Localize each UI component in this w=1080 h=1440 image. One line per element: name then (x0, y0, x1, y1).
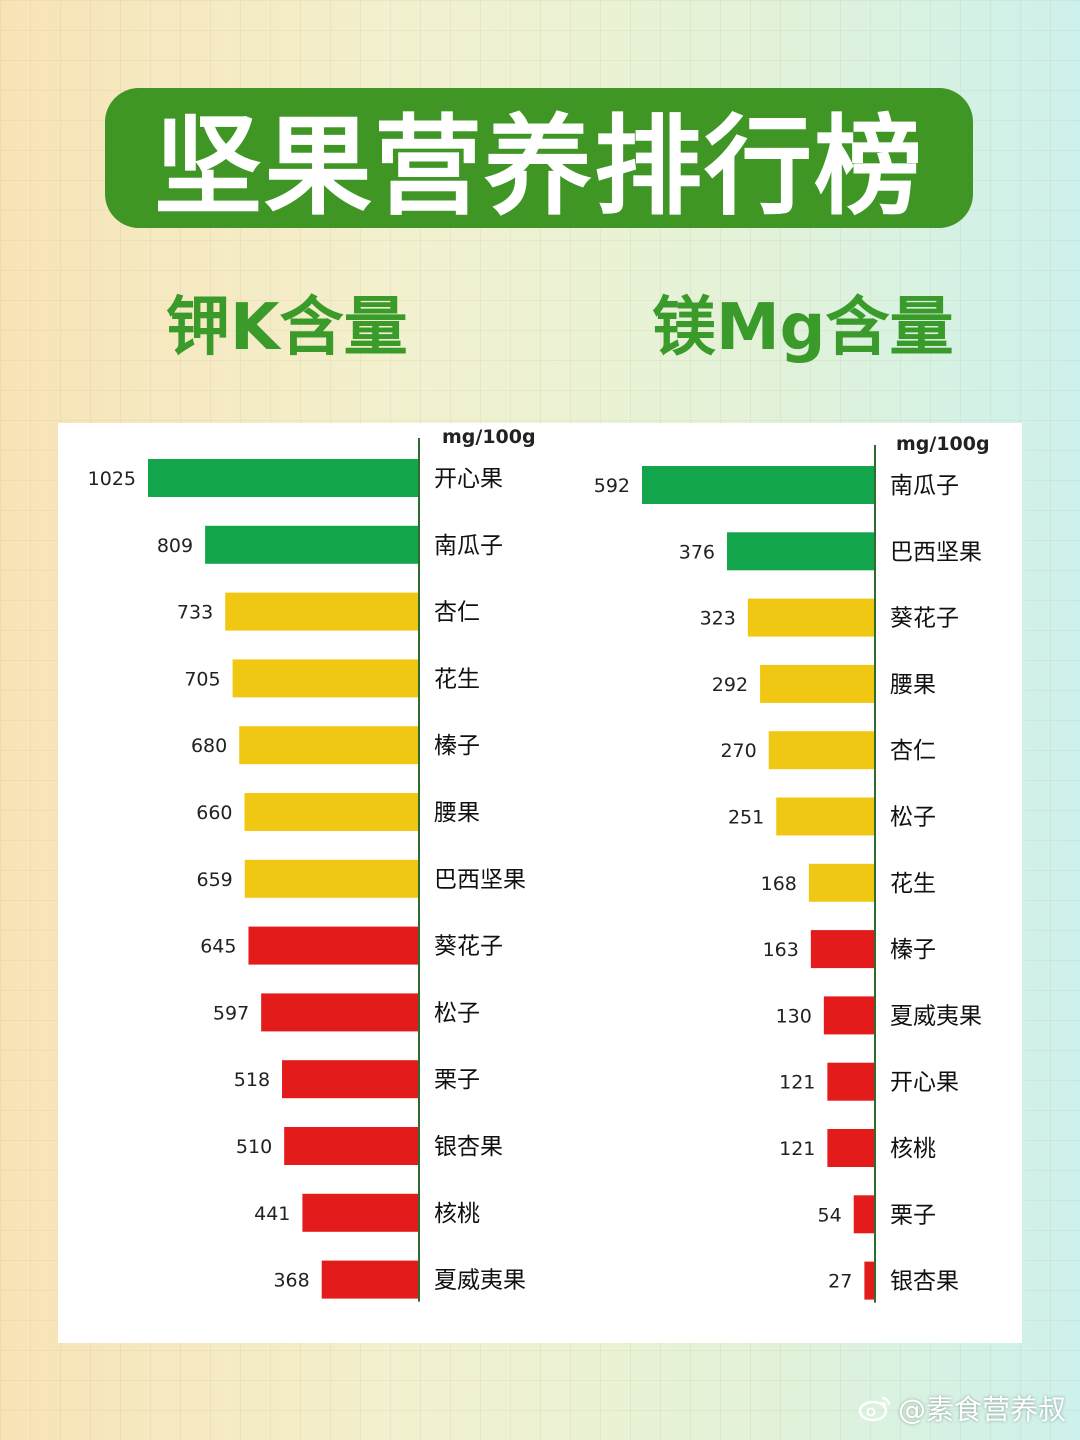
k-bar (244, 793, 419, 831)
k-bar (282, 1060, 419, 1099)
mg-bar (827, 1129, 875, 1167)
mg-category-label: 腰果 (890, 672, 936, 698)
k-value-label: 733 (177, 602, 213, 624)
mg-value-label: 27 (828, 1271, 852, 1293)
watermark-text: @素食营养叔 (897, 1393, 1066, 1426)
mg-bar (776, 797, 875, 836)
k-bar (284, 1127, 419, 1165)
mg-value-label: 54 (818, 1204, 842, 1226)
mg-value-label: 121 (779, 1072, 815, 1094)
k-category-label: 松子 (434, 1000, 480, 1026)
mg-value-label: 270 (720, 740, 756, 762)
k-bar (205, 525, 419, 564)
k-category-label: 葵花子 (434, 934, 503, 960)
k-bar (261, 993, 419, 1032)
k-value-label: 659 (197, 869, 233, 891)
mg-bar (768, 731, 875, 770)
mg-chart: mg/100g 592 南瓜子 376 巴西坚果 323 葵花子 292 腰果 270 杏仁 251 松… (594, 433, 990, 1303)
mg-category-label: 银杏果 (890, 1269, 959, 1295)
mg-bar (808, 863, 875, 902)
charts-svg: mg/100g 1025 开心果 809 南瓜子 733 杏仁 705 花生 680 榛子 660 腰果… (88, 426, 990, 1303)
k-category-label: 腰果 (434, 800, 480, 826)
mg-category-label: 开心果 (890, 1070, 959, 1096)
chart-card: mg/100g 1025 开心果 809 南瓜子 733 杏仁 705 花生 680 榛子 660 腰果… (58, 423, 1022, 1343)
k-bar (244, 859, 419, 898)
mg-category-label: 榛子 (890, 937, 936, 963)
mg-value-label: 323 (700, 608, 736, 630)
k-value-label: 645 (200, 936, 236, 958)
k-bar (248, 926, 419, 965)
mg-category-label: 南瓜子 (890, 473, 959, 499)
weibo-icon (858, 1396, 891, 1422)
mg-bar (810, 930, 875, 969)
k-value-label: 510 (236, 1136, 272, 1158)
k-value-label: 809 (157, 535, 193, 557)
mg-unit-label: mg/100g (896, 433, 990, 455)
k-category-label: 开心果 (434, 466, 503, 492)
k-category-label: 杏仁 (434, 600, 480, 626)
k-bar (148, 459, 419, 497)
k-value-label: 441 (254, 1203, 290, 1225)
k-chart: mg/100g 1025 开心果 809 南瓜子 733 杏仁 705 花生 680 榛子 660 腰果… (88, 426, 536, 1302)
page-title: 坚果营养排行榜 (153, 105, 924, 230)
k-value-label: 1025 (88, 468, 136, 490)
k-value-label: 660 (196, 802, 232, 824)
mg-category-label: 松子 (890, 805, 936, 831)
mg-category-label: 杏仁 (890, 738, 936, 764)
mg-bar (853, 1195, 875, 1234)
mg-category-label: 栗子 (890, 1202, 936, 1228)
potassium-subtitle: 钾K含量 (166, 291, 408, 365)
k-bar (321, 1260, 419, 1299)
k-category-label: 核桃 (434, 1201, 480, 1227)
k-value-label: 680 (191, 735, 227, 757)
mg-bar (823, 996, 875, 1035)
k-bar (239, 726, 419, 765)
mg-value-label: 163 (763, 939, 799, 961)
k-bar (232, 659, 419, 698)
k-category-label: 银杏果 (434, 1134, 503, 1160)
k-category-label: 巴西坚果 (434, 867, 526, 893)
title-banner: 坚果营养排行榜 (105, 88, 973, 230)
mg-category-label: 花生 (890, 871, 936, 897)
k-bar (302, 1193, 419, 1232)
k-category-label: 榛子 (434, 733, 480, 759)
k-category-label: 花生 (434, 666, 480, 692)
mg-value-label: 251 (728, 807, 764, 829)
mg-value-label: 376 (679, 541, 715, 563)
k-value-label: 705 (184, 668, 220, 690)
k-category-label: 夏威夷果 (434, 1268, 526, 1294)
watermark: @素食营养叔 (858, 1388, 1066, 1428)
mg-category-label: 核桃 (890, 1136, 936, 1162)
k-bar (225, 592, 419, 631)
k-category-label: 南瓜子 (434, 533, 503, 559)
mg-category-label: 夏威夷果 (890, 1003, 982, 1029)
mg-bar (747, 598, 875, 637)
mg-category-label: 巴西坚果 (890, 539, 982, 565)
k-value-label: 597 (213, 1002, 249, 1024)
mg-value-label: 292 (712, 674, 748, 696)
mg-bar (864, 1261, 875, 1300)
k-unit-label: mg/100g (442, 426, 536, 448)
mg-category-label: 葵花子 (890, 606, 959, 632)
mg-bar (760, 664, 875, 703)
k-category-label: 栗子 (434, 1067, 480, 1093)
mg-value-label: 121 (779, 1138, 815, 1160)
mg-value-label: 168 (761, 873, 797, 895)
magnesium-subtitle: 镁Mg含量 (652, 291, 954, 365)
mg-bar (642, 466, 875, 504)
mg-bar (827, 1062, 875, 1101)
mg-value-label: 592 (594, 475, 630, 497)
k-value-label: 518 (234, 1069, 270, 1091)
mg-bar (727, 532, 875, 571)
mg-value-label: 130 (776, 1005, 812, 1027)
k-value-label: 368 (273, 1270, 309, 1292)
